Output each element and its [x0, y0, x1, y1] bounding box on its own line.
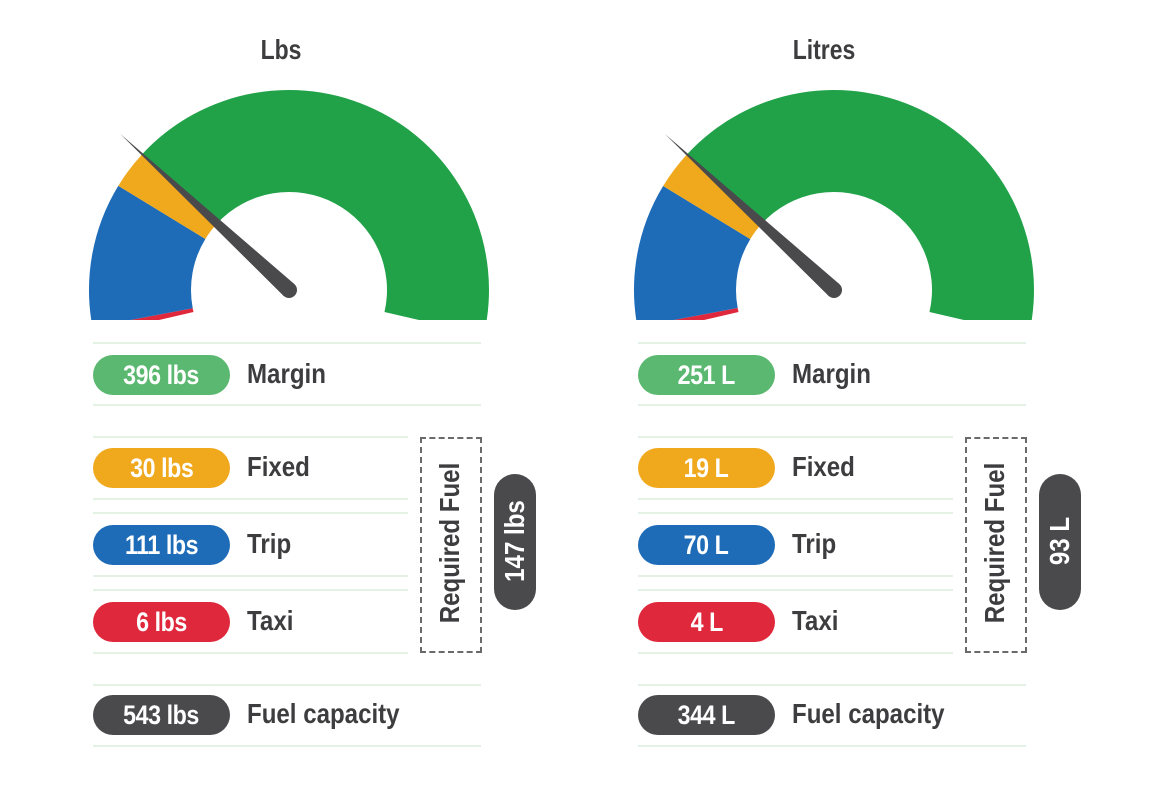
- required-fuel-total-pill: [494, 474, 536, 610]
- gauge-title: Lbs: [260, 34, 302, 65]
- required-fuel-label: Required Fuel: [434, 462, 465, 624]
- divider: [93, 589, 408, 591]
- gauge-segment-trip: [634, 186, 751, 320]
- divider: [638, 575, 953, 577]
- margin-pill: 251 L: [638, 355, 775, 395]
- taxi-pill: 6 lbs: [93, 602, 230, 642]
- divider: [93, 512, 408, 514]
- panel-lbs: Lbs 396 lbs Margin 30 lbs Fixed 111 lbs …: [0, 0, 560, 808]
- capacity-label: Fuel capacity: [792, 698, 945, 729]
- divider: [638, 652, 953, 654]
- trip-label: Trip: [247, 528, 292, 559]
- divider: [93, 498, 408, 500]
- gauge-segment-fixed: [663, 154, 762, 240]
- fixed-pill: 19 L: [638, 448, 775, 488]
- gauge-segment-taxi: [673, 308, 739, 320]
- divider: [638, 436, 953, 438]
- fixed-label: Fixed: [247, 451, 310, 482]
- divider: [638, 589, 953, 591]
- required-fuel-total: 93 L: [1044, 516, 1075, 566]
- required-fuel-label: Required Fuel: [979, 462, 1010, 624]
- divider: [93, 404, 481, 406]
- required-fuel-bracket: [965, 437, 1027, 653]
- divider: [638, 684, 1026, 686]
- fixed-label: Fixed: [792, 451, 855, 482]
- capacity-label: Fuel capacity: [247, 698, 400, 729]
- divider: [638, 498, 953, 500]
- taxi-pill: 4 L: [638, 602, 775, 642]
- divider: [93, 342, 481, 344]
- required-fuel-total: 147 lbs: [499, 500, 530, 582]
- gauge-title: Litres: [792, 34, 856, 65]
- taxi-label: Taxi: [247, 605, 294, 636]
- fuel-gauge-litres: [634, 90, 1034, 320]
- margin-pill: 396 lbs: [93, 355, 230, 395]
- divider: [93, 745, 481, 747]
- gauge-segment-margin: [142, 90, 489, 320]
- trip-label: Trip: [792, 528, 837, 559]
- gauge-segment-margin: [686, 90, 1034, 320]
- panel-litres: Litres 251 L Margin 19 L Fixed 70 L Trip…: [545, 0, 1105, 808]
- divider: [93, 652, 408, 654]
- capacity-pill: 543 lbs: [93, 695, 230, 735]
- trip-pill: 111 lbs: [93, 525, 230, 565]
- gauge-needle: [664, 134, 840, 296]
- divider: [638, 745, 1026, 747]
- taxi-label: Taxi: [792, 605, 839, 636]
- trip-pill: 70 L: [638, 525, 775, 565]
- divider: [638, 512, 953, 514]
- required-fuel-bracket: [420, 437, 482, 653]
- gauge-segment-taxi: [130, 308, 194, 320]
- divider: [638, 342, 1026, 344]
- gauge-segment-fixed: [118, 154, 218, 239]
- gauge-segment-trip: [89, 185, 206, 320]
- capacity-pill: 344 L: [638, 695, 775, 735]
- margin-label: Margin: [247, 358, 326, 389]
- required-fuel-total-pill: [1039, 474, 1081, 610]
- gauge-needle: [120, 133, 295, 296]
- fixed-pill: 30 lbs: [93, 448, 230, 488]
- fuel-gauge-lbs: [89, 90, 489, 320]
- gauge-needle-hub: [281, 282, 297, 298]
- margin-label: Margin: [792, 358, 871, 389]
- gauge-needle-hub: [826, 282, 842, 298]
- divider: [638, 404, 1026, 406]
- divider: [93, 684, 481, 686]
- divider: [93, 436, 408, 438]
- divider: [93, 575, 408, 577]
